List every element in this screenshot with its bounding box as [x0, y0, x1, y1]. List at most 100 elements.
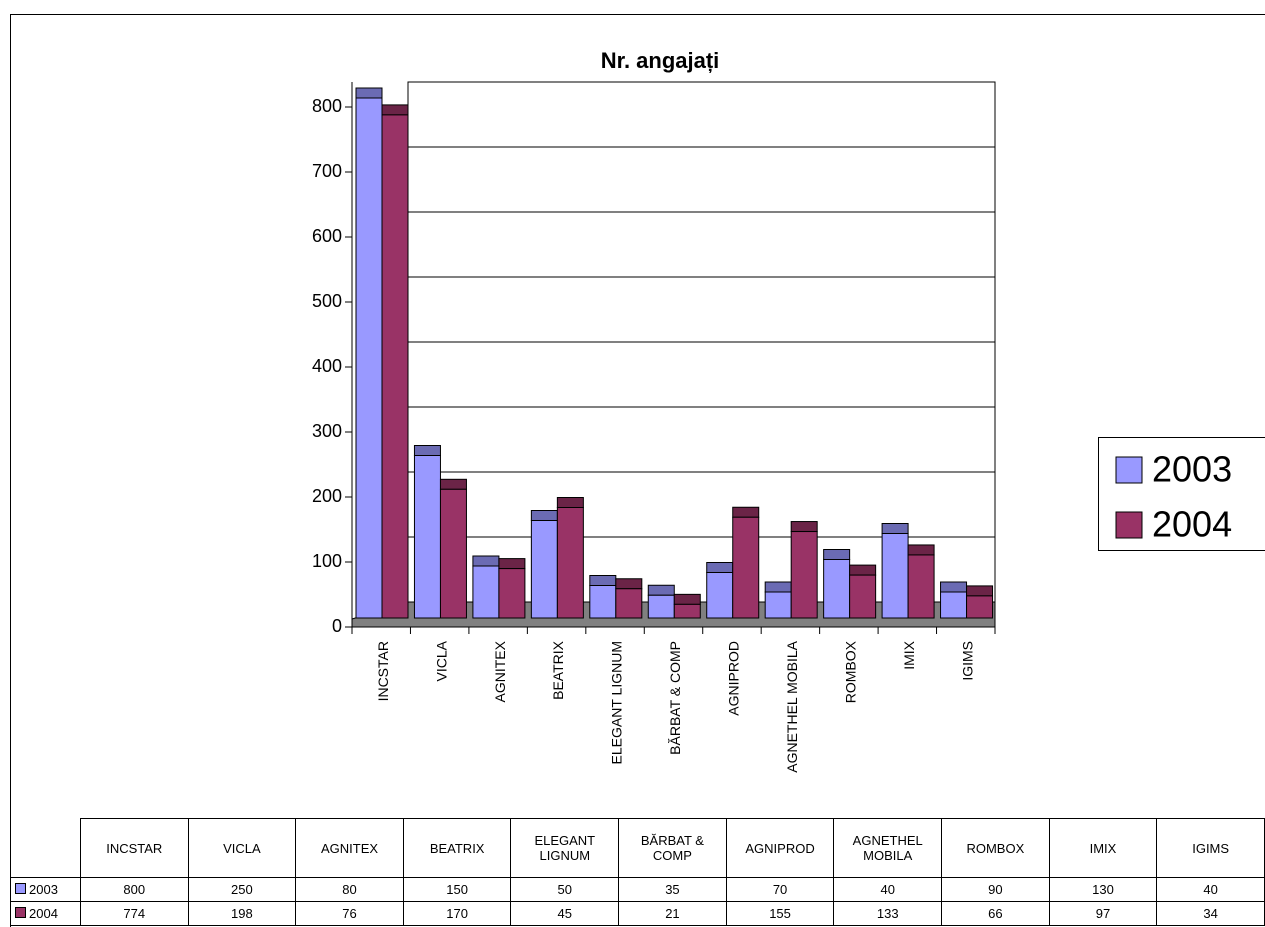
table-header: IGIMS: [1156, 818, 1265, 878]
table-series-name: 2003: [29, 882, 58, 897]
x-tick-label: BEATRIX: [550, 640, 566, 700]
bar-face: [881, 533, 909, 619]
chart-border: [10, 14, 1265, 927]
bar-top: [907, 544, 935, 556]
data-table: INCSTAR VICLA AGNITEX BEATRIX ELEGANT LIGNUM…: [10, 818, 1265, 926]
bar: [823, 549, 851, 619]
bar-face: [823, 559, 851, 619]
table-header: INCSTAR: [79, 818, 189, 878]
bar-top: [764, 581, 792, 593]
table-value: 170: [402, 901, 512, 926]
bar: [355, 87, 383, 619]
bar-top: [706, 562, 734, 573]
x-tick-label: BĂRBAT & COMP: [667, 641, 683, 755]
bar: [764, 581, 792, 619]
table-value: 50: [510, 877, 620, 902]
bar-face: [472, 565, 500, 619]
table-header: BĂRBAT & COMP: [618, 818, 727, 878]
bar-top: [647, 584, 675, 596]
table-swatch: [15, 883, 26, 894]
table-row: 2004 774 198 76 170 45 21 155 133 66 97 34: [10, 901, 1265, 926]
legend-swatch: [1115, 511, 1143, 539]
table-value: 76: [295, 901, 404, 926]
table-header: VICLA: [187, 818, 297, 878]
bar-face: [615, 588, 643, 619]
bar-top: [556, 497, 584, 508]
table-row: 2003 800 250 80 150 50 35 70 40 90 130 40: [10, 877, 1265, 902]
table-header: AGNITEX: [295, 818, 404, 878]
bar-face: [790, 531, 818, 619]
bar-face: [849, 574, 877, 619]
y-tick-label: 500: [312, 291, 342, 311]
bar-top: [413, 445, 441, 456]
bar-face: [589, 585, 617, 619]
bar-face: [940, 591, 968, 619]
legend-label: 2004: [1152, 504, 1232, 545]
x-tick-label: ELEGANT LIGNUM: [609, 641, 625, 764]
bar-face: [556, 507, 584, 619]
bar: [439, 478, 467, 619]
bar-top: [355, 87, 383, 99]
bar-face: [413, 455, 441, 619]
legend-label: 2003: [1152, 449, 1232, 490]
table-value: 21: [618, 901, 727, 926]
table-corner: [10, 818, 81, 878]
table-value: 90: [941, 877, 1050, 902]
bar: [673, 593, 701, 619]
bar-top: [940, 581, 968, 593]
table-header: ROMBOX: [941, 818, 1050, 878]
table-header: AGNIPROD: [725, 818, 835, 878]
bar: [706, 562, 734, 619]
bar-face: [764, 591, 792, 619]
bar-face: [706, 572, 734, 619]
table-value: 40: [833, 877, 943, 902]
bar-top: [966, 585, 994, 597]
x-tick-label: AGNIPROD: [726, 641, 742, 716]
y-tick-label: 0: [332, 616, 342, 636]
y-tick-label: 300: [312, 421, 342, 441]
x-tick-label: IGIMS: [959, 641, 975, 681]
table-value: 250: [187, 877, 297, 902]
y-tick-label: 700: [312, 161, 342, 181]
bar-top: [881, 523, 909, 534]
bar: [472, 555, 500, 619]
table-swatch: [15, 907, 26, 918]
bar-face: [381, 114, 409, 619]
bar-face: [966, 595, 994, 619]
table-value: 155: [725, 901, 835, 926]
table-value: 97: [1048, 901, 1158, 926]
bar-face: [673, 603, 701, 619]
y-tick-label: 200: [312, 486, 342, 506]
table-series-name: 2004: [29, 906, 58, 921]
bar: [413, 445, 441, 619]
bar-face: [732, 516, 760, 619]
table-series-key: 2004: [10, 901, 81, 926]
bar-top: [790, 521, 818, 533]
bar: [556, 497, 584, 619]
bar-top: [673, 593, 701, 605]
bar: [966, 585, 994, 619]
bar: [732, 506, 760, 619]
table-value: 66: [941, 901, 1050, 926]
bar-face: [907, 554, 935, 619]
x-tick-label: AGNETHEL MOBILA: [784, 640, 800, 772]
table-value: 133: [833, 901, 943, 926]
bar: [530, 510, 558, 619]
y-tick-label: 600: [312, 226, 342, 246]
bar: [790, 521, 818, 619]
bar-top: [530, 510, 558, 521]
bar: [940, 581, 968, 619]
bar-face: [647, 594, 675, 619]
bar: [381, 104, 409, 619]
chart-title: Nr. angajați: [601, 48, 720, 73]
bar-face: [530, 520, 558, 619]
x-tick-label: VICLA: [433, 640, 449, 681]
bar: [881, 523, 909, 619]
table-value: 45: [510, 901, 620, 926]
bar-face: [498, 568, 526, 619]
bar-top: [615, 578, 643, 590]
bar: [647, 584, 675, 619]
bar-top: [498, 558, 526, 570]
bar-top: [381, 104, 409, 116]
